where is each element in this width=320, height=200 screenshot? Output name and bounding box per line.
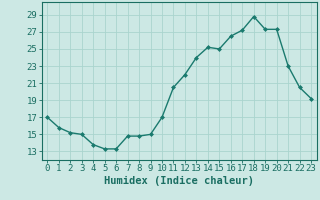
X-axis label: Humidex (Indice chaleur): Humidex (Indice chaleur) xyxy=(104,176,254,186)
